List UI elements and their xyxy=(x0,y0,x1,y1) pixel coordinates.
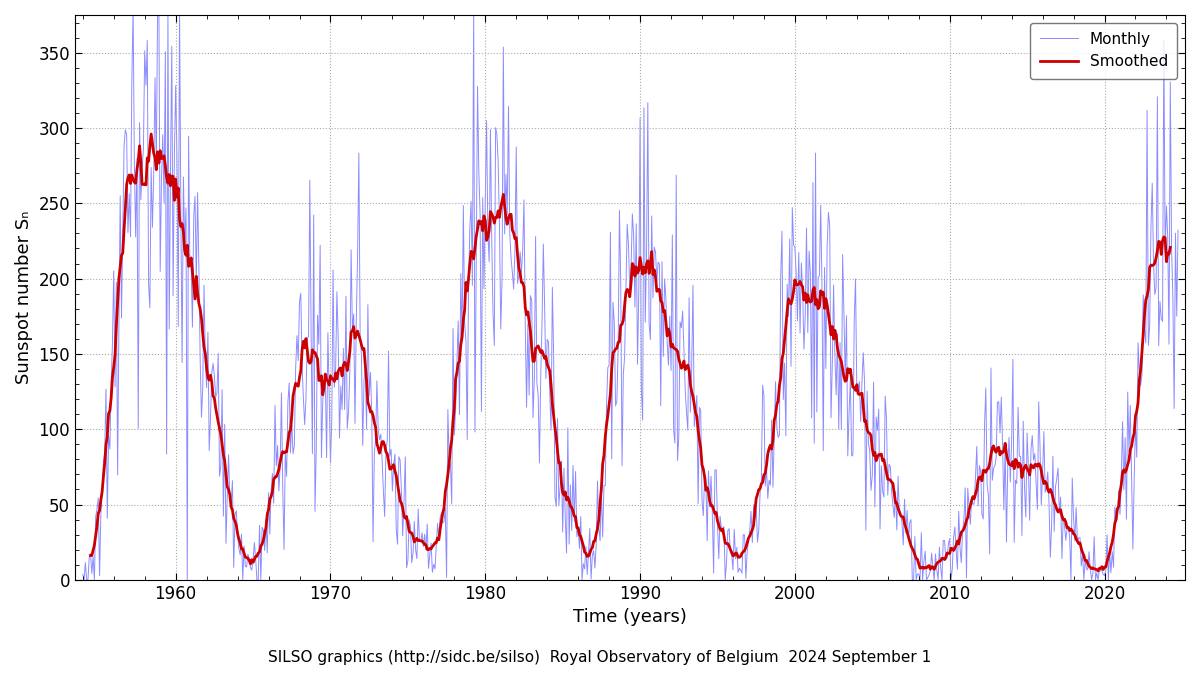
Monthly xyxy=(126,3,140,11)
Line: Smoothed: Smoothed xyxy=(90,134,1170,571)
Monthly xyxy=(77,576,91,584)
Monthly xyxy=(672,433,686,441)
Smoothed xyxy=(196,330,210,338)
Monthly xyxy=(198,358,212,366)
Smoothed xyxy=(1163,243,1177,251)
Smoothed xyxy=(937,556,952,564)
X-axis label: Time (years): Time (years) xyxy=(574,608,686,626)
Legend: Monthly, Smoothed: Monthly, Smoothed xyxy=(1031,23,1177,78)
Monthly xyxy=(1165,293,1180,301)
Monthly xyxy=(731,568,745,576)
Monthly xyxy=(764,416,779,424)
Smoothed xyxy=(728,549,743,557)
Smoothed xyxy=(670,346,684,354)
Monthly xyxy=(1171,226,1186,234)
Text: SILSO graphics (http://sidc.be/silso)  Royal Observatory of Belgium  2024 Septem: SILSO graphics (http://sidc.be/silso) Ro… xyxy=(269,650,931,665)
Smoothed xyxy=(762,444,776,452)
Y-axis label: Sunspot number Sₙ: Sunspot number Sₙ xyxy=(14,211,32,384)
Line: Monthly: Monthly xyxy=(83,7,1178,580)
Monthly xyxy=(76,570,90,578)
Monthly xyxy=(940,554,954,562)
